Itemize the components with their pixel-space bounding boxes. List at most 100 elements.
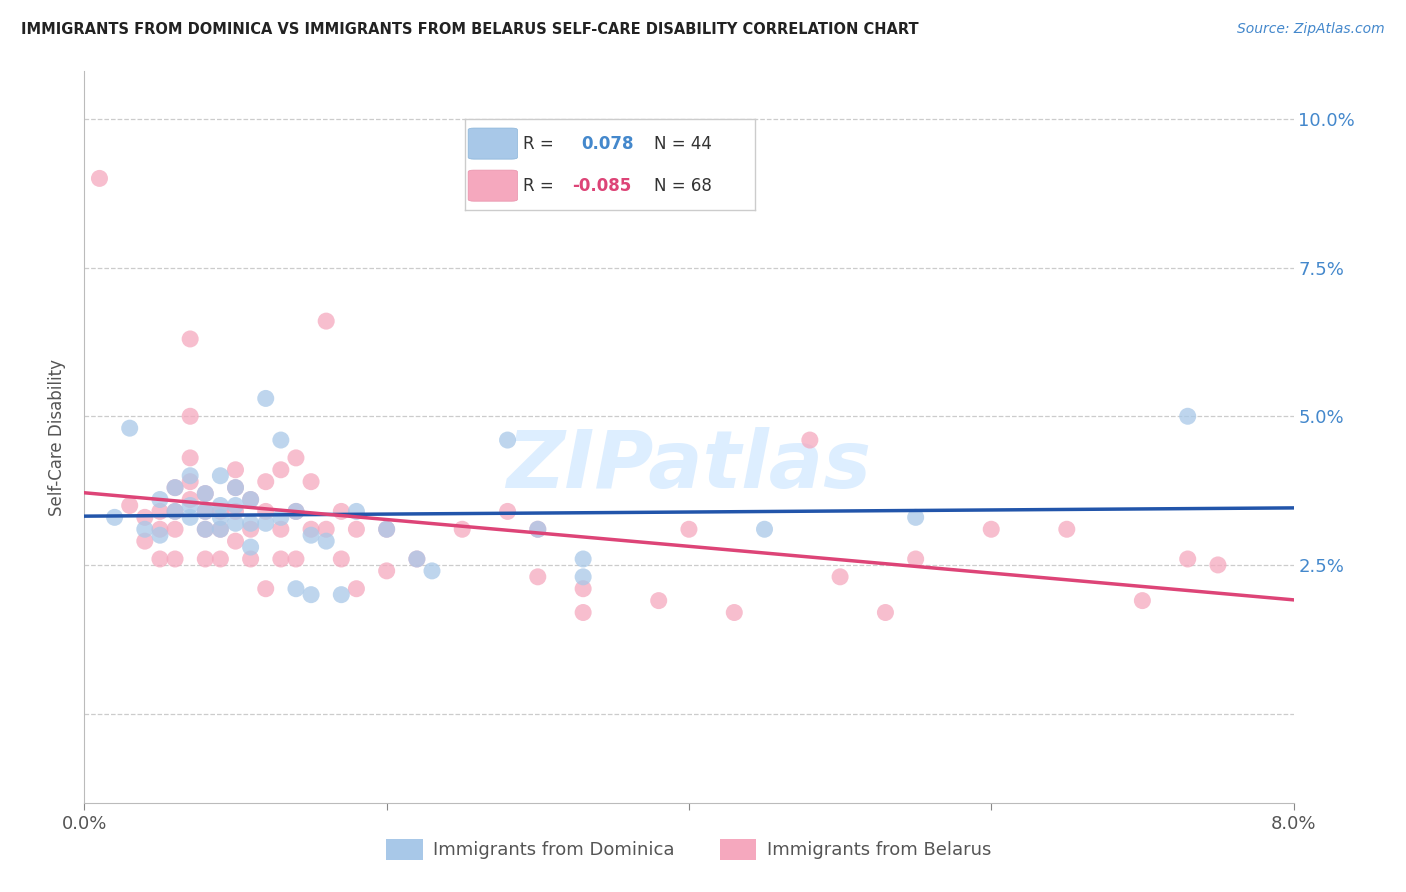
Point: [165, 481, 187, 495]
Point: [299, 528, 322, 542]
Point: [239, 552, 262, 566]
Point: [239, 492, 262, 507]
Point: [225, 499, 247, 513]
Point: [165, 504, 187, 518]
Point: [179, 492, 201, 507]
Point: [179, 499, 201, 513]
Point: [239, 522, 262, 536]
Point: [225, 534, 247, 549]
Point: [496, 433, 519, 447]
Point: [118, 421, 141, 435]
Point: [315, 522, 337, 536]
Point: [194, 552, 217, 566]
Point: [225, 481, 247, 495]
Point: [194, 504, 217, 518]
Point: [496, 504, 519, 518]
Point: [1132, 593, 1154, 607]
Point: [527, 522, 550, 536]
Point: [830, 570, 852, 584]
Point: [254, 582, 277, 596]
Point: [299, 588, 322, 602]
Point: [723, 606, 745, 620]
Point: [270, 552, 292, 566]
Point: [254, 475, 277, 489]
Point: [194, 486, 217, 500]
Point: [346, 582, 368, 596]
Point: [134, 510, 156, 524]
Legend: Immigrants from Dominica, Immigrants from Belarus: Immigrants from Dominica, Immigrants fro…: [380, 831, 998, 867]
Point: [299, 475, 322, 489]
Point: [904, 510, 927, 524]
Point: [149, 492, 172, 507]
Point: [149, 504, 172, 518]
Point: [239, 492, 262, 507]
Point: [165, 552, 187, 566]
Point: [285, 504, 308, 518]
Point: [209, 522, 232, 536]
Point: [648, 593, 671, 607]
Point: [678, 522, 700, 536]
Point: [875, 606, 897, 620]
Point: [165, 504, 187, 518]
Point: [375, 522, 398, 536]
Point: [149, 522, 172, 536]
Point: [254, 392, 277, 406]
Point: [1206, 558, 1229, 572]
Point: [149, 552, 172, 566]
Point: [179, 332, 201, 346]
Point: [134, 522, 156, 536]
Text: Source: ZipAtlas.com: Source: ZipAtlas.com: [1237, 22, 1385, 37]
Point: [346, 504, 368, 518]
Point: [572, 606, 595, 620]
Point: [330, 552, 353, 566]
Point: [225, 481, 247, 495]
Point: [1177, 552, 1199, 566]
Point: [209, 499, 232, 513]
Point: [451, 522, 474, 536]
Point: [375, 564, 398, 578]
Point: [134, 534, 156, 549]
Point: [285, 582, 308, 596]
Point: [270, 510, 292, 524]
Point: [315, 534, 337, 549]
Point: [89, 171, 111, 186]
Point: [330, 504, 353, 518]
Point: [346, 522, 368, 536]
Point: [179, 475, 201, 489]
Point: [209, 468, 232, 483]
Point: [420, 564, 443, 578]
Point: [209, 552, 232, 566]
Point: [209, 510, 232, 524]
Point: [225, 516, 247, 531]
Y-axis label: Self-Care Disability: Self-Care Disability: [48, 359, 66, 516]
Point: [239, 516, 262, 531]
Point: [270, 433, 292, 447]
Point: [149, 528, 172, 542]
Point: [406, 552, 429, 566]
Point: [209, 522, 232, 536]
Point: [194, 522, 217, 536]
Point: [239, 540, 262, 554]
Point: [285, 552, 308, 566]
Point: [270, 522, 292, 536]
Point: [194, 522, 217, 536]
Point: [179, 450, 201, 465]
Point: [527, 570, 550, 584]
Point: [254, 516, 277, 531]
Point: [904, 552, 927, 566]
Point: [406, 552, 429, 566]
Point: [179, 409, 201, 424]
Point: [980, 522, 1002, 536]
Point: [165, 522, 187, 536]
Point: [315, 314, 337, 328]
Text: IMMIGRANTS FROM DOMINICA VS IMMIGRANTS FROM BELARUS SELF-CARE DISABILITY CORRELA: IMMIGRANTS FROM DOMINICA VS IMMIGRANTS F…: [21, 22, 918, 37]
Point: [104, 510, 127, 524]
Point: [225, 504, 247, 518]
Point: [572, 570, 595, 584]
Point: [179, 468, 201, 483]
Point: [1056, 522, 1078, 536]
Point: [330, 588, 353, 602]
Point: [225, 463, 247, 477]
Point: [270, 463, 292, 477]
Point: [194, 504, 217, 518]
